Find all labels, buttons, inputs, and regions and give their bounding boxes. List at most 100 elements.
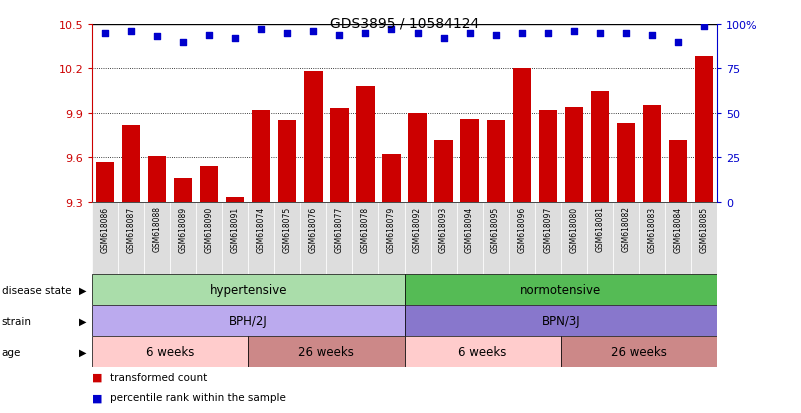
FancyBboxPatch shape bbox=[431, 202, 457, 275]
Point bbox=[125, 28, 138, 35]
FancyBboxPatch shape bbox=[405, 306, 717, 337]
Text: GSM618097: GSM618097 bbox=[543, 206, 552, 252]
Point bbox=[359, 31, 372, 37]
Bar bbox=[96, 162, 115, 413]
Point bbox=[99, 31, 111, 37]
Bar bbox=[434, 140, 453, 413]
Point bbox=[229, 36, 242, 42]
Point bbox=[281, 31, 294, 37]
Text: BPH/2J: BPH/2J bbox=[229, 315, 268, 328]
Text: GSM618091: GSM618091 bbox=[231, 206, 239, 252]
Text: GSM618082: GSM618082 bbox=[622, 206, 630, 252]
Bar bbox=[304, 72, 323, 413]
Bar bbox=[200, 167, 219, 413]
Text: BPN/3J: BPN/3J bbox=[541, 315, 580, 328]
Point bbox=[411, 31, 424, 37]
Bar bbox=[356, 87, 375, 413]
FancyBboxPatch shape bbox=[144, 202, 171, 275]
FancyBboxPatch shape bbox=[613, 202, 639, 275]
Bar bbox=[669, 140, 687, 413]
Text: 26 weeks: 26 weeks bbox=[611, 346, 666, 358]
FancyBboxPatch shape bbox=[248, 202, 274, 275]
Bar bbox=[226, 198, 244, 413]
FancyBboxPatch shape bbox=[223, 202, 248, 275]
Text: GSM618085: GSM618085 bbox=[699, 206, 708, 252]
Text: GSM618076: GSM618076 bbox=[309, 206, 318, 252]
Point bbox=[489, 32, 502, 39]
FancyBboxPatch shape bbox=[482, 202, 509, 275]
Bar bbox=[565, 108, 583, 413]
Text: GSM618075: GSM618075 bbox=[283, 206, 292, 252]
Text: GSM618096: GSM618096 bbox=[517, 206, 526, 252]
Point bbox=[203, 32, 215, 39]
Text: percentile rank within the sample: percentile rank within the sample bbox=[110, 392, 286, 402]
Text: GSM618092: GSM618092 bbox=[413, 206, 422, 252]
Text: GSM618089: GSM618089 bbox=[179, 206, 187, 252]
Point bbox=[307, 28, 320, 35]
Text: GSM618093: GSM618093 bbox=[439, 206, 448, 252]
Text: ■: ■ bbox=[92, 372, 103, 382]
Text: GSM618081: GSM618081 bbox=[595, 206, 604, 252]
Point bbox=[698, 23, 710, 30]
Point bbox=[541, 31, 554, 37]
Text: ■: ■ bbox=[92, 392, 103, 402]
Point bbox=[515, 31, 528, 37]
FancyBboxPatch shape bbox=[327, 202, 352, 275]
Text: disease state: disease state bbox=[2, 285, 71, 295]
Point bbox=[671, 39, 684, 46]
Text: GSM618086: GSM618086 bbox=[101, 206, 110, 252]
Point bbox=[385, 27, 398, 33]
Text: 6 weeks: 6 weeks bbox=[458, 346, 507, 358]
Bar bbox=[617, 124, 635, 413]
Text: hypertensive: hypertensive bbox=[210, 284, 287, 297]
Bar bbox=[148, 157, 167, 413]
Bar bbox=[513, 69, 531, 413]
FancyBboxPatch shape bbox=[535, 202, 561, 275]
Point bbox=[437, 36, 450, 42]
Bar bbox=[642, 106, 661, 413]
Point bbox=[255, 27, 268, 33]
Bar bbox=[694, 57, 713, 413]
Point bbox=[567, 28, 580, 35]
FancyBboxPatch shape bbox=[274, 202, 300, 275]
FancyBboxPatch shape bbox=[119, 202, 144, 275]
Text: transformed count: transformed count bbox=[110, 372, 207, 382]
Text: ▶: ▶ bbox=[78, 316, 87, 326]
Text: ▶: ▶ bbox=[78, 285, 87, 295]
Text: normotensive: normotensive bbox=[520, 284, 602, 297]
Bar bbox=[461, 119, 479, 413]
FancyBboxPatch shape bbox=[690, 202, 717, 275]
Point bbox=[151, 34, 163, 40]
FancyBboxPatch shape bbox=[92, 275, 405, 306]
FancyBboxPatch shape bbox=[665, 202, 690, 275]
FancyBboxPatch shape bbox=[92, 306, 405, 337]
Point bbox=[463, 31, 476, 37]
Point bbox=[646, 32, 658, 39]
Text: GSM618074: GSM618074 bbox=[257, 206, 266, 252]
Text: GSM618088: GSM618088 bbox=[153, 206, 162, 252]
Bar bbox=[278, 121, 296, 413]
FancyBboxPatch shape bbox=[405, 275, 717, 306]
FancyBboxPatch shape bbox=[405, 202, 431, 275]
FancyBboxPatch shape bbox=[509, 202, 535, 275]
Text: GSM618090: GSM618090 bbox=[205, 206, 214, 252]
Text: GDS3895 / 10584124: GDS3895 / 10584124 bbox=[330, 17, 479, 31]
FancyBboxPatch shape bbox=[561, 202, 586, 275]
Text: GSM618095: GSM618095 bbox=[491, 206, 500, 252]
Bar bbox=[486, 121, 505, 413]
FancyBboxPatch shape bbox=[457, 202, 482, 275]
Text: GSM618094: GSM618094 bbox=[465, 206, 474, 252]
Bar bbox=[252, 111, 271, 413]
Point bbox=[619, 31, 632, 37]
FancyBboxPatch shape bbox=[248, 337, 405, 368]
Text: 6 weeks: 6 weeks bbox=[146, 346, 195, 358]
FancyBboxPatch shape bbox=[561, 337, 717, 368]
FancyBboxPatch shape bbox=[405, 337, 561, 368]
FancyBboxPatch shape bbox=[92, 202, 119, 275]
Point bbox=[594, 31, 606, 37]
Bar bbox=[409, 114, 427, 413]
Text: ▶: ▶ bbox=[78, 347, 87, 357]
Text: GSM618078: GSM618078 bbox=[361, 206, 370, 252]
Bar bbox=[174, 179, 192, 413]
Point bbox=[333, 32, 346, 39]
